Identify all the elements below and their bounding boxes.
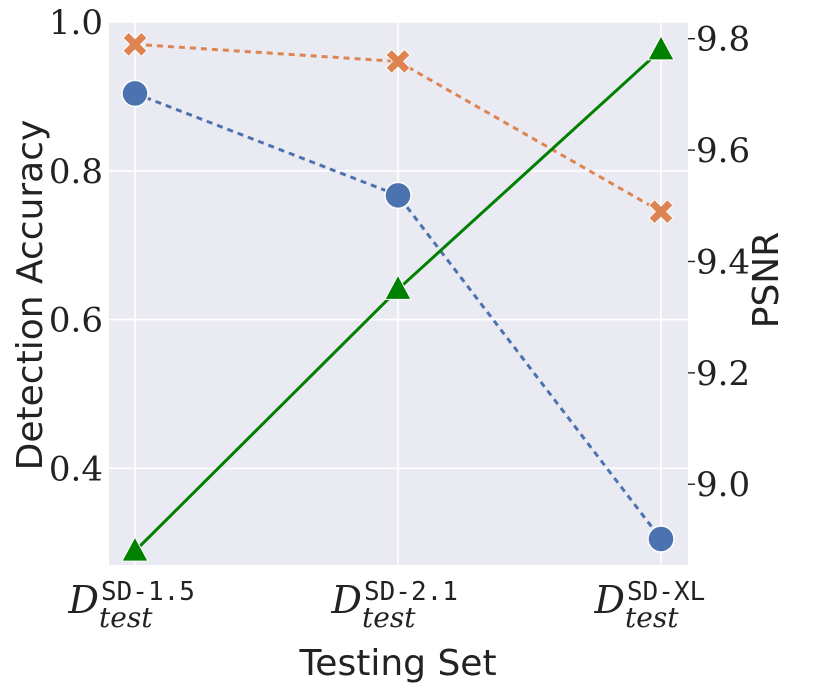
- x-axis-title: Testing Set: [298, 643, 496, 684]
- y2-axis-title: PSNR: [746, 232, 787, 329]
- y2-tick-label: 9.2: [696, 354, 750, 394]
- x-tick-label-subscript: test: [99, 601, 153, 634]
- y2-tick-label: 9.8: [696, 20, 750, 60]
- data-point-x: [122, 31, 148, 58]
- y-tick-label: 0.4: [49, 449, 103, 489]
- x-tick-label-superscript: SD-1.5: [101, 577, 195, 607]
- left-y-ticks: 0.4 0.6 0.8 1.0: [49, 3, 103, 489]
- y2-tick-label: 9.6: [696, 131, 750, 171]
- x-tick-label-main: D: [331, 578, 362, 622]
- series-layer: [121, 31, 675, 562]
- y-tick-label: 1.0: [49, 3, 103, 43]
- y-tick-label: 0.6: [49, 301, 103, 341]
- data-point-triangle: [121, 536, 149, 562]
- y2-tick-label: 9.4: [696, 242, 750, 282]
- x-tick-label-superscript: SD-XL: [627, 577, 705, 607]
- series-line-2: [134, 42, 662, 213]
- data-point-triangle: [647, 34, 675, 61]
- x-tick-label-superscript: SD-2.1: [364, 577, 458, 607]
- x-marker-shape: [122, 31, 148, 58]
- data-point-x: [385, 48, 411, 75]
- data-point-x: [648, 198, 674, 225]
- y2-tick-label: 9.0: [696, 465, 750, 505]
- data-point-circle: [121, 79, 149, 108]
- x-marker-shape: [648, 198, 674, 225]
- x-tick-label-subscript: test: [362, 601, 416, 634]
- data-point-triangle: [384, 274, 412, 300]
- y-tick-label: 0.8: [49, 152, 103, 192]
- x-tick-label-main: D: [68, 578, 99, 622]
- y-axis-title: Detection Accuracy: [10, 120, 51, 471]
- x-marker-shape: [385, 48, 411, 75]
- x-tick-label-main: D: [594, 578, 625, 622]
- data-point-circle: [647, 525, 675, 553]
- data-point-circle: [384, 181, 412, 210]
- x-tick-label-subscript: test: [625, 601, 679, 634]
- right-y-ticks: 9.0 9.2 9.4 9.6 9.8: [688, 20, 750, 505]
